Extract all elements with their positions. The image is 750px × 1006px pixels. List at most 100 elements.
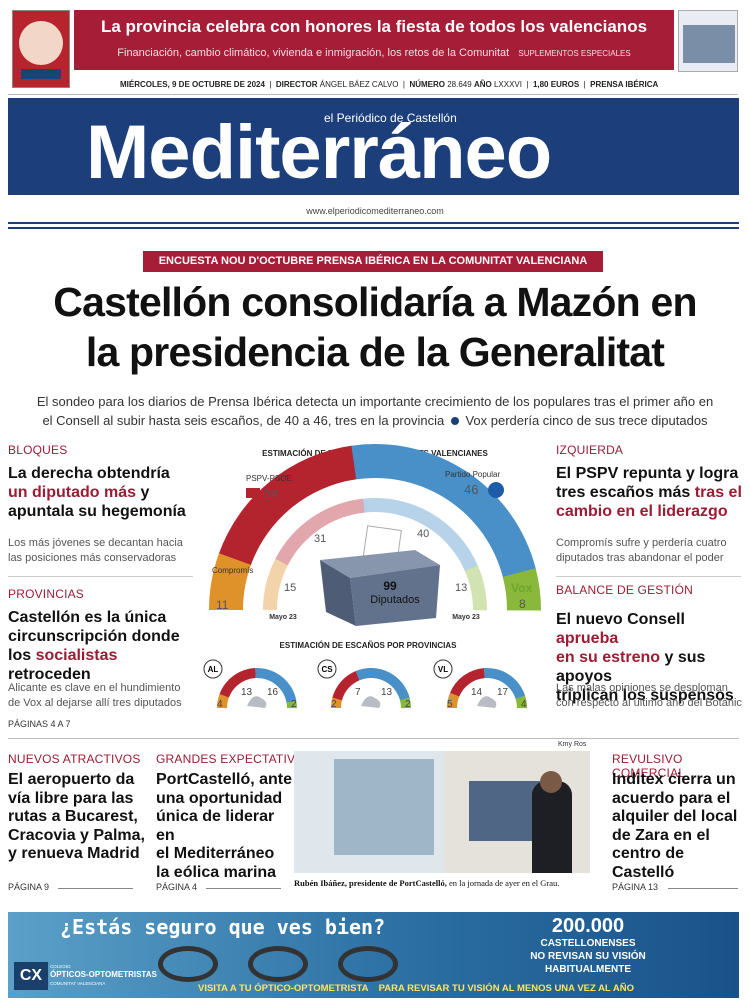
pspv-logo-icon — [246, 488, 260, 498]
pp-logo-icon — [488, 482, 504, 498]
headline-highlight: cambio en el liderazgo — [556, 503, 728, 520]
headline-highlight: en su estreno — [556, 649, 661, 666]
province-value: 14 — [471, 687, 483, 698]
divider — [58, 888, 133, 889]
ad-question: ¿Estás seguro que ves bien? — [60, 915, 386, 939]
headline-balance[interactable]: El nuevo Consell aprueba en su estreno y… — [556, 610, 746, 705]
headline-line: los — [8, 647, 36, 664]
seat-arc-2 — [351, 444, 536, 578]
headline-line: tres escaños más — [556, 484, 695, 501]
headline-line: Inditex cierra un — [612, 771, 736, 788]
province-value: 16 — [267, 687, 279, 698]
page-reference[interactable]: PÁGINAS 4 A 7 — [8, 719, 71, 729]
headline-line: Castellón es la única — [8, 609, 167, 626]
headline-line: retroceden — [8, 666, 91, 683]
subhead-line: de Vox al dejarse allí tres diputados — [8, 697, 182, 709]
headline-highlight: socialistas — [35, 647, 118, 664]
ad-footer: VISITA A TU ÓPTICO-OPTOMETRISTA PARA REV… — [198, 983, 634, 994]
headline-line: única de liderar en — [156, 808, 275, 844]
promo-banner[interactable]: La provincia celebra con honores la fies… — [74, 10, 674, 70]
divider — [8, 738, 739, 739]
value-compromis: 11 — [216, 598, 229, 612]
province-arc-cs-1 — [332, 670, 360, 701]
province-arc-al-2 — [255, 668, 297, 703]
site-url[interactable]: www.elperiodicomediterraneo.com — [306, 206, 444, 216]
promo-headline: La provincia celebra con honores la fies… — [100, 17, 648, 36]
lead-deck-line1: El sondeo para los diarios de Prensa Ibé… — [36, 394, 714, 409]
headline-line: de Zara en el — [612, 826, 710, 844]
province-value: 4 — [521, 699, 527, 710]
promo-thumb-right[interactable] — [678, 10, 738, 72]
headline-aeropuerto[interactable]: El aeropuerto da vía libre para las rutas … — [8, 771, 148, 864]
headline-portcastello[interactable]: PortCastelló, ante una oportunidad única d… — [156, 771, 296, 882]
page-reference[interactable]: PÁGINA 13 — [612, 882, 659, 892]
headline-line: circunscripción donde — [8, 628, 180, 645]
province-label: AL — [208, 665, 219, 674]
page-reference[interactable]: PÁGINA 9 — [8, 882, 50, 892]
page-reference[interactable]: PÁGINA 4 — [156, 882, 198, 892]
seat-arc-0 — [209, 552, 252, 610]
lead-headline-line1[interactable]: Castellón consolidaría a Mazón en — [53, 279, 697, 325]
divider — [8, 222, 739, 224]
director-name: ÁNGEL BÁEZ CALVO — [319, 80, 399, 89]
headline-highlight: tras el — [694, 484, 742, 501]
province-value: 13 — [241, 687, 253, 698]
headline-line: El nuevo Consell — [556, 611, 685, 628]
headline-line: el Mediterráneo — [156, 845, 275, 862]
prev-seat-arc-1 — [275, 498, 365, 566]
ad-logo-main: ÓPTICOS-OPTOMETRISTAS — [50, 970, 157, 979]
ad-line-1: CASTELLONENSES — [540, 938, 636, 949]
section-label-izquierda: IZQUIERDA — [556, 443, 624, 457]
subhead-provincias: Alicante es clave en el hundimiento de V… — [8, 681, 182, 711]
divider — [556, 576, 741, 577]
province-arc-vl-0 — [447, 692, 460, 708]
province-badge — [317, 659, 337, 679]
series-label-pp: Partido Popular — [445, 470, 500, 479]
number-label: NÚMERO — [409, 80, 445, 89]
ballot-box-icon — [320, 525, 440, 626]
promo-tag: SUPLEMENTOS ESPECIALES — [518, 49, 631, 58]
section-label-revulsivo: REVULSIVO COMERCIAL — [612, 752, 686, 780]
province-map-icon — [477, 696, 497, 708]
photo-credit: Kmy Ros — [558, 741, 587, 748]
promo-thumb-left[interactable] — [12, 10, 70, 88]
headline-line: vía libre para las — [8, 789, 134, 807]
caption-bold: Rubén Ibáñez, presidente de PortCastelló… — [294, 878, 447, 888]
lead-headline-line2[interactable]: la presidencia de la Generalitat — [85, 329, 665, 375]
province-value: 4 — [217, 699, 223, 710]
headline-line: PortCastelló, ante — [156, 771, 293, 788]
province-label: VL — [438, 665, 448, 674]
headline-line: centro de Castelló — [612, 845, 685, 881]
headline-izquierda[interactable]: El PSPV repunta y logra tres escaños más… — [556, 464, 746, 521]
lead-deck-part-a: el Consell al subir hasta seis escaños, … — [42, 413, 445, 428]
ad-line-2: NO REVISAN SU VISIÓN — [530, 951, 646, 962]
photo-caption: Rubén Ibáñez, presidente de PortCastelló… — [294, 878, 594, 888]
section-label-bloques: BLOQUES — [8, 443, 68, 457]
eye-test-frames-icon — [158, 942, 398, 982]
province-arc-cs-3 — [399, 697, 411, 709]
prev-value-compromis: 15 — [284, 582, 296, 594]
series-label-compromis: Compromís — [212, 566, 253, 575]
series-label-pspv: PSPV-PSOE — [246, 474, 292, 483]
province-value: 2 — [291, 699, 297, 710]
lead-deck-part-b: Vox perdería cinco de sus trece diputado… — [465, 413, 708, 428]
prev-value-pp: 40 — [417, 528, 429, 540]
province-map-icon — [247, 696, 267, 708]
news-photo[interactable] — [294, 751, 590, 873]
prev-seat-arc-0 — [263, 558, 289, 610]
headline-bloques[interactable]: La derecha obtendría un diputado más y a… — [8, 464, 198, 521]
chart-center-label: Diputados — [370, 594, 420, 606]
province-value: 5 — [447, 699, 453, 710]
headline-provincias[interactable]: Castellón es la única circunscripción do… — [8, 608, 203, 684]
advertisement[interactable]: ¿Estás seguro que ves bien? 200.000 CAST… — [8, 912, 739, 998]
seat-arc-1 — [219, 445, 357, 565]
headline-line: apuntala su hegemonía — [8, 503, 186, 520]
province-arc-vl-2 — [483, 668, 526, 699]
promo-subline: Financiación, cambio climático, vivienda… — [117, 47, 510, 59]
ad-line-3: HABITUALMENTE — [544, 964, 632, 975]
headline-line: La derecha obtendría — [8, 465, 170, 482]
headline-inditex[interactable]: Inditex cierra un acuerdo para el alquiler… — [612, 771, 747, 882]
province-map-icon — [361, 696, 381, 708]
prev-value-pspv: 31 — [314, 533, 326, 545]
director-label: DIRECTOR — [275, 80, 318, 89]
